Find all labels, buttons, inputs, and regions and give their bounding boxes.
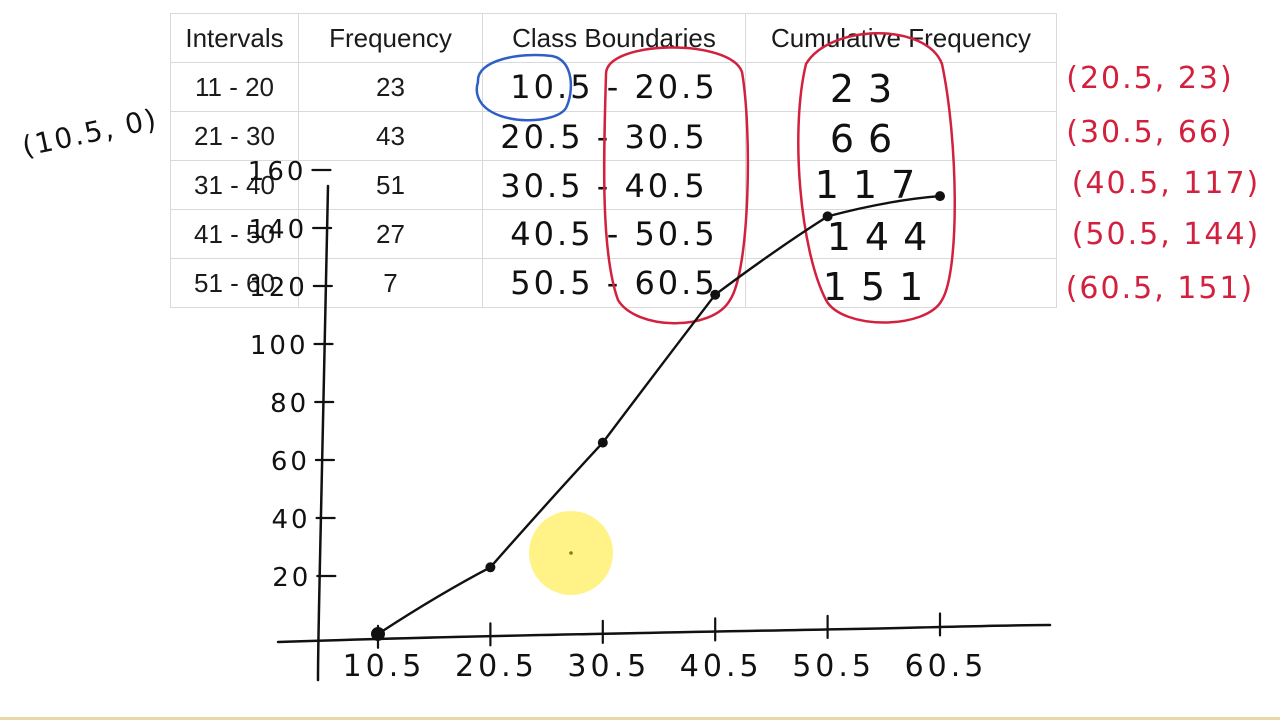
x-tick-label: 20.5	[455, 649, 538, 684]
cumulative-text: 151	[823, 265, 938, 309]
header-frequency: Frequency	[298, 13, 483, 63]
header-intervals: Intervals	[170, 13, 299, 63]
x-tick-label: 10.5	[343, 649, 426, 684]
frequency-table: Intervals Frequency Class Boundaries Cum…	[170, 13, 1057, 308]
cursor-highlight-icon	[529, 511, 613, 595]
data-point	[371, 627, 385, 641]
frequency-cell: 27	[298, 209, 483, 259]
point-notes: (20.5, 23) (30.5, 66) (40.5, 117) (50.5,…	[1066, 61, 1261, 306]
point-note: (30.5, 66)	[1066, 115, 1233, 150]
blue-circle-annotation	[475, 53, 573, 122]
data-point	[485, 562, 496, 573]
point-note: (60.5, 151)	[1066, 271, 1255, 306]
point-note: (40.5, 117)	[1072, 166, 1261, 201]
y-tick-label: 80	[270, 389, 309, 419]
frequency-cell: 23	[298, 62, 483, 112]
red-loop-upper-boundaries	[602, 46, 750, 325]
y-tick-label: 40	[272, 505, 311, 535]
boundary-text: 40.5 - 50.5	[510, 215, 717, 253]
y-tick-label: 60	[271, 447, 310, 477]
y-tick-label: 120	[249, 273, 308, 303]
y-tick-label: 100	[250, 331, 309, 361]
frequency-cell: 43	[298, 111, 483, 161]
data-point	[822, 211, 833, 222]
data-point	[935, 191, 945, 202]
cumulative-notes: 23 66 117 144 151	[815, 67, 942, 309]
x-tick-label: 30.5	[567, 649, 650, 684]
cumulative-text: 117	[815, 163, 930, 207]
cumulative-text: 66	[830, 117, 906, 161]
bottom-strip	[0, 717, 1280, 720]
cumulative-cell	[745, 258, 1057, 308]
boundary-text: 30.5 - 40.5	[500, 167, 707, 205]
boundary-notes: 10.5 - 20.5 20.5 - 30.5 30.5 - 40.5 40.5…	[500, 68, 717, 302]
interval-cell: 21 - 30	[170, 111, 299, 161]
point-note: (50.5, 144)	[1072, 217, 1261, 252]
x-tick-label: 60.5	[905, 649, 988, 684]
data-point	[597, 437, 608, 448]
y-tick-label: 20	[272, 563, 311, 593]
boundary-text: 10.5 - 20.5	[510, 68, 717, 106]
red-loop-cumulative	[797, 32, 956, 324]
table-row: 51 - 60 7	[170, 258, 1057, 308]
ogive-line	[376, 194, 942, 636]
x-tick-label: 50.5	[792, 649, 875, 684]
table-row: 21 - 30 43	[170, 111, 1057, 161]
interval-cell: 41 - 50	[170, 209, 299, 259]
ogive-chart: 20 40 60 80 100 120 140 160 10.5 20.5 30.5 40.5 50.5…	[248, 157, 988, 684]
boundary-text: 20.5 - 30.5	[500, 118, 707, 156]
x-axis	[276, 623, 1052, 644]
frequency-cell: 7	[298, 258, 483, 308]
x-tick-label: 40.5	[680, 649, 763, 684]
cumulative-text: 144	[827, 215, 942, 259]
boundary-cell	[482, 160, 746, 210]
point-note: (20.5, 23)	[1066, 61, 1233, 96]
cumulative-text: 23	[830, 67, 906, 111]
y-tick-label: 140	[248, 215, 307, 245]
boundary-cell	[482, 209, 746, 259]
data-point	[710, 289, 721, 300]
y-axis	[316, 184, 330, 682]
y-tick-label: 160	[248, 157, 307, 187]
origin-point-note: (10.5, 0)	[19, 102, 161, 163]
